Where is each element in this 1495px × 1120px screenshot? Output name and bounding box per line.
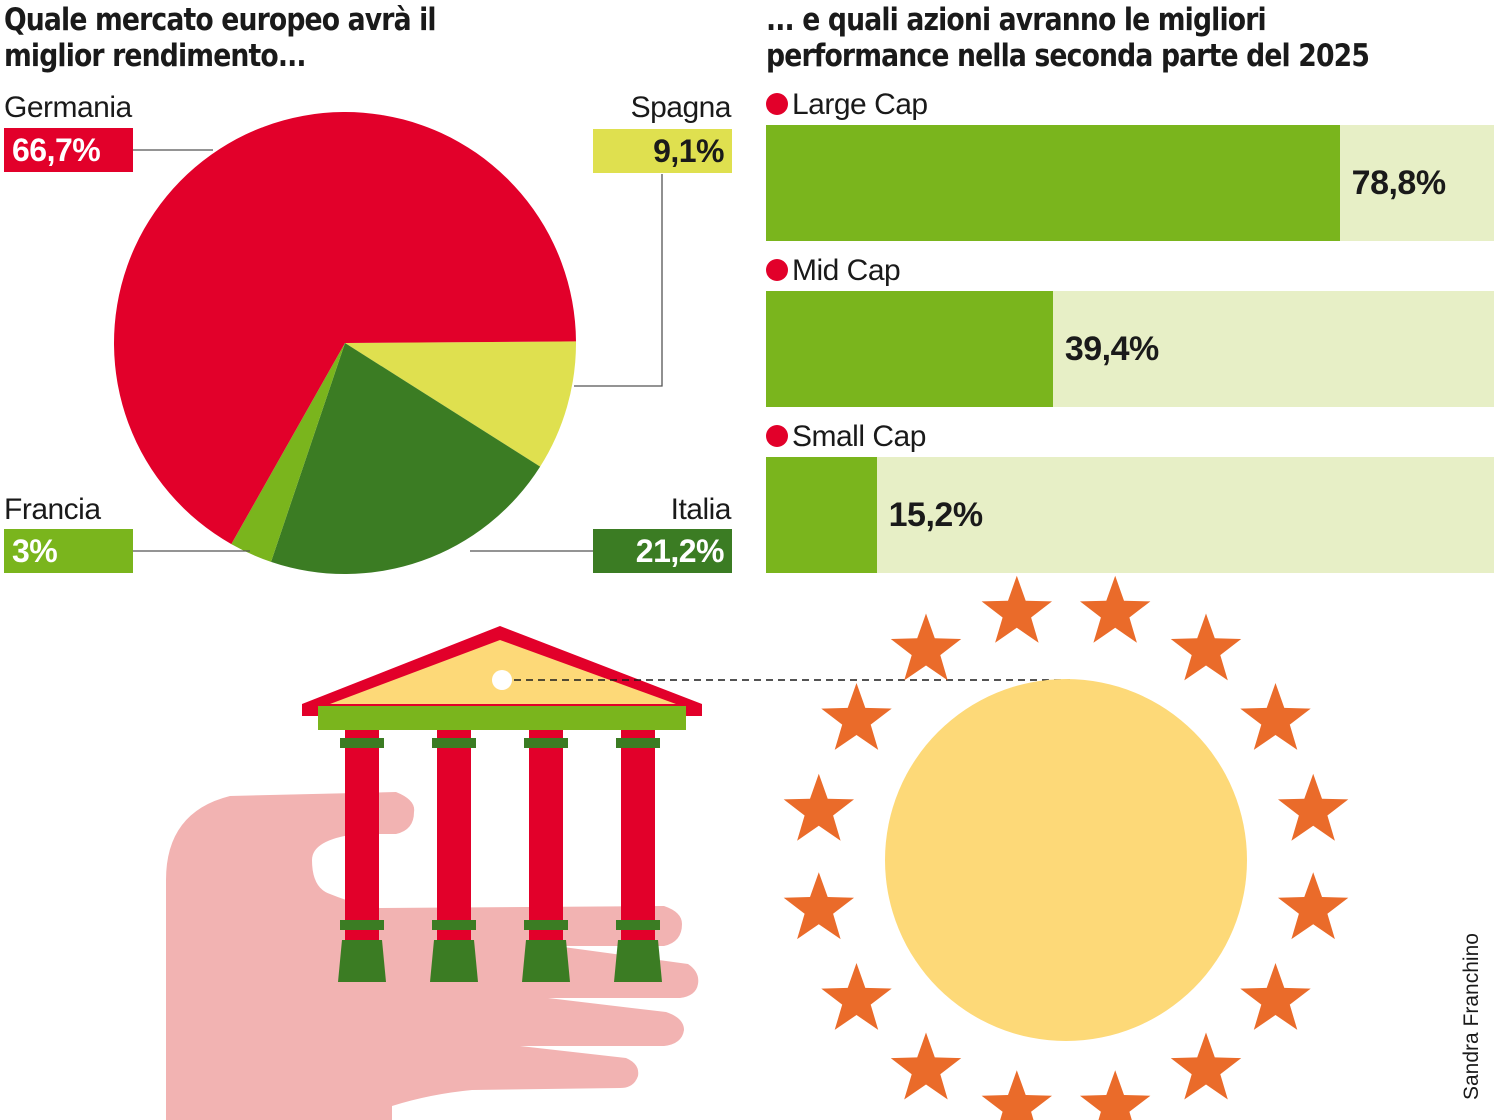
bar-category-small-cap: Small Cap <box>792 420 926 453</box>
pie-label-germania: Germania <box>4 91 132 124</box>
star-icon <box>783 773 854 841</box>
pie-value-francia: 3% <box>4 529 133 573</box>
column-base-3 <box>522 940 570 982</box>
bar-track-small-cap: 15,2% <box>766 457 1494 573</box>
bar-small-cap <box>766 457 877 573</box>
bar-value-mid-cap: 39,4% <box>1064 330 1159 368</box>
column-capital-4 <box>616 738 660 748</box>
hand-illustration <box>166 792 699 1120</box>
bullet-dot-icon <box>766 425 788 447</box>
column-capital-3 <box>524 738 568 748</box>
leader-line-spagna <box>574 174 663 387</box>
star-icon <box>1170 613 1242 681</box>
bullet-dot-icon <box>766 259 788 281</box>
temple-illustration <box>302 626 702 982</box>
star-icon <box>1278 872 1349 940</box>
column-capital-2 <box>432 738 476 748</box>
credit-text: Sandra Franchino <box>1460 933 1483 1100</box>
star-icon <box>1240 683 1311 750</box>
pie-slice-italia <box>271 343 541 574</box>
bar-large-cap <box>766 125 1340 241</box>
star-icon <box>890 613 962 681</box>
column-base-4 <box>614 940 662 982</box>
hand-palm <box>166 792 699 1120</box>
star-icon <box>1080 575 1151 643</box>
star-icon <box>890 1032 962 1100</box>
star-icon <box>1170 1032 1242 1100</box>
star-icon <box>1278 773 1349 841</box>
bullet-dot-icon <box>766 93 788 115</box>
pie-slice-germania <box>114 112 576 545</box>
bar-label-large-cap: Large Cap <box>766 88 928 122</box>
pie-chart <box>114 112 576 574</box>
sun-circle <box>885 679 1247 1041</box>
bar-value-small-cap: 15,2% <box>888 496 983 534</box>
column-base-ring-1 <box>340 920 384 930</box>
star-icon <box>981 1070 1052 1120</box>
bar-track-mid-cap: 39,4% <box>766 291 1494 407</box>
pie-value-italia: 21,2% <box>593 529 732 573</box>
star-icon <box>1080 1070 1151 1120</box>
temple-pediment-dot <box>492 670 512 690</box>
star-icon <box>981 575 1052 643</box>
column-base-ring-3 <box>524 920 568 930</box>
pie-value-spagna: 9,1% <box>593 129 732 173</box>
pie-value-germania: 66,7% <box>4 128 133 172</box>
column-base-1 <box>338 940 386 982</box>
temple-column-1 <box>345 730 379 940</box>
star-icon <box>1240 963 1311 1030</box>
star-icon <box>821 683 892 750</box>
bar-chart-title: ... e quali azioni avranno le migliori p… <box>766 2 1370 74</box>
column-base-ring-2 <box>432 920 476 930</box>
pie-label-spagna: Spagna <box>630 91 732 124</box>
bar-value-large-cap: 78,8% <box>1351 164 1446 202</box>
column-capital-1 <box>340 738 384 748</box>
bar-category-mid-cap: Mid Cap <box>792 254 901 287</box>
temple-column-2 <box>437 730 471 940</box>
temple-architrave <box>318 706 686 730</box>
pie-slice-spagna <box>345 341 576 467</box>
pie-leader-lines <box>133 149 663 552</box>
pie-chart-title: Quale mercato europeo avrà il miglior re… <box>4 2 437 74</box>
temple-column-4 <box>621 730 655 940</box>
bar-mid-cap <box>766 291 1053 407</box>
star-icon <box>821 963 892 1030</box>
column-base-ring-4 <box>616 920 660 930</box>
bar-category-large-cap: Large Cap <box>792 88 928 121</box>
column-base-2 <box>430 940 478 982</box>
pie-slice-francia <box>231 343 345 562</box>
temple-column-3 <box>529 730 563 940</box>
pie-label-italia: Italia <box>670 493 732 526</box>
bar-track-large-cap: 78,8% <box>766 125 1494 241</box>
bar-label-mid-cap: Mid Cap <box>766 254 901 288</box>
star-icon <box>783 872 854 940</box>
stars-ring <box>783 575 1349 1120</box>
bar-label-small-cap: Small Cap <box>766 420 926 454</box>
pie-label-francia: Francia <box>4 493 101 526</box>
